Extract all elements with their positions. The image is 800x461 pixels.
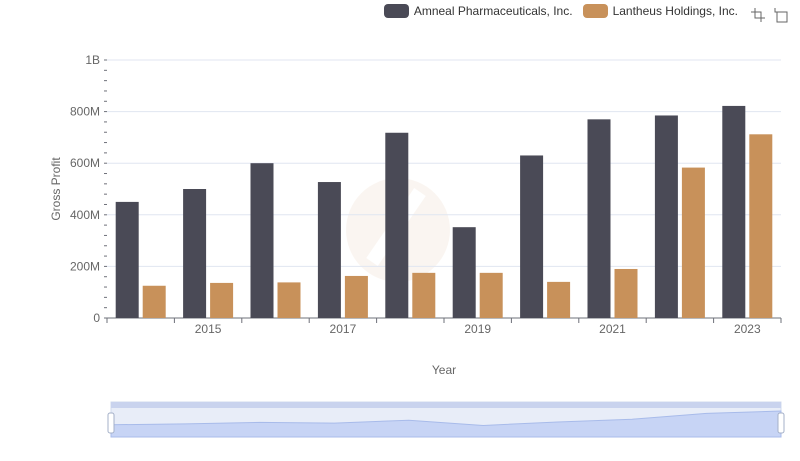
y-tick-label: 400M <box>70 208 100 222</box>
y-tick-label: 1B <box>85 53 100 67</box>
legend-item-amneal[interactable]: Amneal Pharmaceuticals, Inc. <box>383 4 573 18</box>
y-axis: 0 200M 400M 600M 800M 1B <box>70 53 107 325</box>
y-tick-label: 600M <box>70 156 100 170</box>
bar-amneal-2016[interactable] <box>250 163 274 318</box>
legend-item-lantheus[interactable]: Lantheus Holdings, Inc. <box>582 4 738 18</box>
x-tick-label: 2017 <box>330 322 357 336</box>
y-tick-label: 0 <box>93 311 100 325</box>
bar-lantheus-2020[interactable] <box>547 281 571 318</box>
zoom-icon[interactable] <box>750 7 766 23</box>
y-tick-label: 800M <box>70 105 100 119</box>
bar-amneal-2014[interactable] <box>115 201 139 318</box>
y-axis-title: Gross Profit <box>49 157 63 221</box>
bar-lantheus-2021[interactable] <box>614 268 638 318</box>
legend-swatch-amneal <box>383 4 409 18</box>
legend-label-amneal: Amneal Pharmaceuticals, Inc. <box>413 4 573 18</box>
x-tick-label: 2015 <box>195 322 222 336</box>
bar-amneal-2020[interactable] <box>520 155 544 318</box>
bar-amneal-2017[interactable] <box>317 182 341 318</box>
bar-lantheus-2015[interactable] <box>210 282 234 318</box>
bar-amneal-2019[interactable] <box>452 227 476 318</box>
y-tick-label: 200M <box>70 259 100 273</box>
bars <box>115 105 773 318</box>
x-tick-label: 2023 <box>734 322 761 336</box>
x-tick-label: 2019 <box>464 322 491 336</box>
chart-toolbox <box>750 7 788 23</box>
x-axis-title: Year <box>432 363 456 377</box>
x-tick-label: 2021 <box>599 322 626 336</box>
bar-amneal-2021[interactable] <box>587 119 611 318</box>
bar-lantheus-2014[interactable] <box>142 285 166 318</box>
bar-lantheus-2016[interactable] <box>277 282 301 318</box>
bar-amneal-2015[interactable] <box>183 189 207 318</box>
x-axis: 2015 2017 2019 2021 2023 <box>106 318 782 336</box>
grid-lines <box>107 59 781 319</box>
zoom-handle-right[interactable] <box>777 412 785 434</box>
bar-lantheus-2018[interactable] <box>412 272 436 318</box>
zoom-handle-left[interactable] <box>107 412 115 434</box>
chart-legend: Amneal Pharmaceuticals, Inc. Lantheus Ho… <box>383 4 738 18</box>
bar-amneal-2023[interactable] <box>722 105 746 318</box>
bar-lantheus-2023[interactable] <box>749 134 773 318</box>
restore-icon[interactable] <box>772 7 788 23</box>
bar-amneal-2018[interactable] <box>385 132 409 318</box>
bar-lantheus-2022[interactable] <box>681 167 705 318</box>
legend-label-lantheus: Lantheus Holdings, Inc. <box>612 4 738 18</box>
bar-lantheus-2017[interactable] <box>344 275 368 318</box>
bar-lantheus-2019[interactable] <box>479 272 503 318</box>
bar-amneal-2022[interactable] <box>654 115 678 318</box>
legend-swatch-lantheus <box>582 4 608 18</box>
data-zoom-slider[interactable] <box>107 401 785 438</box>
zoom-selection-bar[interactable] <box>111 402 781 408</box>
zoom-preview-area <box>110 410 782 438</box>
